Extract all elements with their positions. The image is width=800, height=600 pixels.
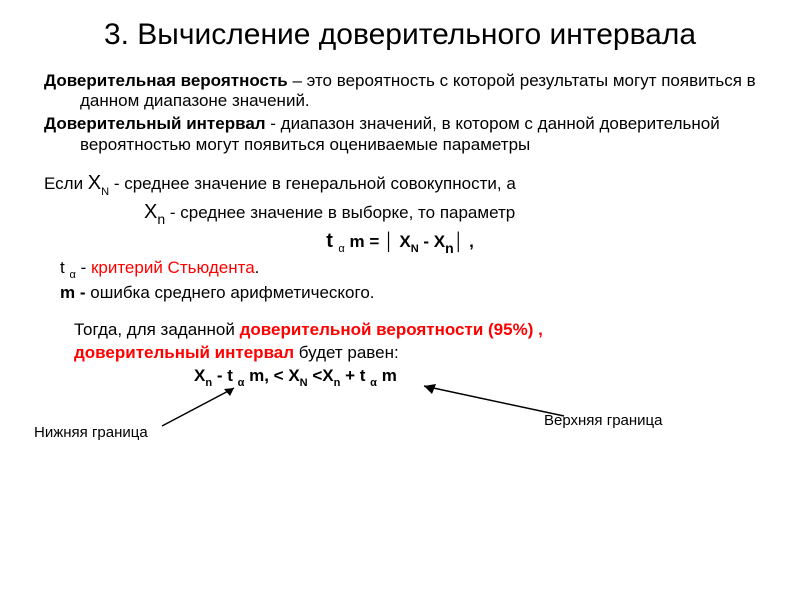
final-formula-block: Хn - t α m, < ХN <Хn + t α m Нижняя гран… [44, 366, 756, 456]
ff-n1: n [205, 377, 212, 389]
then-rest: будет равен: [294, 343, 399, 362]
ff-n2: n [334, 377, 341, 389]
term-interval: Доверительный интервал [44, 114, 266, 133]
ff-m1: - t [212, 366, 238, 385]
m-desc: ошибка среднего арифметического. [90, 283, 374, 302]
then-red2: доверительный интервал [74, 343, 294, 362]
then-pre: Тогда, для заданной [74, 320, 240, 339]
arrow-lower-icon [154, 386, 274, 436]
label-upper-bound: Верхняя граница [544, 412, 662, 430]
slide: 3. Вычисление доверительного интервала Д… [0, 0, 800, 600]
m-sym: m - [60, 283, 90, 302]
ff-N: N [300, 377, 308, 389]
term-probability: Доверительная вероятность [44, 71, 288, 90]
f-n: n [445, 240, 454, 256]
f-eq: m = │ Х [345, 232, 411, 251]
ff-m3: <Х [308, 366, 334, 385]
line-if: Если ХN - среднее значение в генеральной… [44, 171, 756, 198]
line-then: Тогда, для заданной доверительной вероят… [44, 320, 756, 341]
line-xn: Хn - среднее значение в выборке, то пара… [44, 200, 756, 226]
def-probability: Доверительная вероятность – это вероятно… [44, 71, 756, 112]
xn-sub: n [157, 211, 165, 227]
if-label: Если [44, 174, 88, 193]
formula-main: t α m = │ ХN - Хn│ , [44, 229, 756, 256]
line-t-student: t α - критерий Стьюдента. [44, 258, 756, 282]
xN-desc: - среднее значение в генеральной совокуп… [109, 174, 516, 193]
ff-a1: α [238, 377, 245, 389]
t-dash: - [76, 258, 91, 277]
slide-body: Доверительная вероятность – это вероятно… [44, 71, 756, 456]
t-student-label: критерий Стьюдента [91, 258, 255, 277]
f-t: t [326, 230, 338, 252]
then-red1: доверительной вероятности (95%) , [240, 320, 543, 339]
f-end: │ , [454, 232, 474, 251]
f-N: N [411, 243, 419, 255]
t-alpha-sub: α [69, 269, 75, 281]
ff-m4: + t [340, 366, 370, 385]
t-dot: . [255, 258, 260, 277]
xn-desc: - среднее значение в выборке, то парамет… [165, 203, 515, 222]
ff-m2: m, < Х [244, 366, 299, 385]
def-interval: Доверительный интервал - диапазон значен… [44, 114, 756, 155]
ff-x1: Х [194, 366, 205, 385]
xN-sub: N [101, 186, 109, 198]
label-lower-bound: Нижняя граница [34, 424, 148, 442]
ff-m5: m [377, 366, 397, 385]
slide-title: 3. Вычисление доверительного интервала [44, 18, 756, 53]
f-alpha: α [338, 243, 344, 255]
ff-a2: α [370, 377, 377, 389]
line-then2: доверительный интервал будет равен: [44, 343, 756, 364]
final-formula: Хn - t α m, < ХN <Хn + t α m [44, 366, 397, 390]
xn-symbol: Х [144, 201, 157, 223]
xN-symbol: Х [88, 172, 101, 194]
line-m: m - ошибка среднего арифметического. [44, 283, 756, 304]
f-minus: - Х [419, 232, 445, 251]
